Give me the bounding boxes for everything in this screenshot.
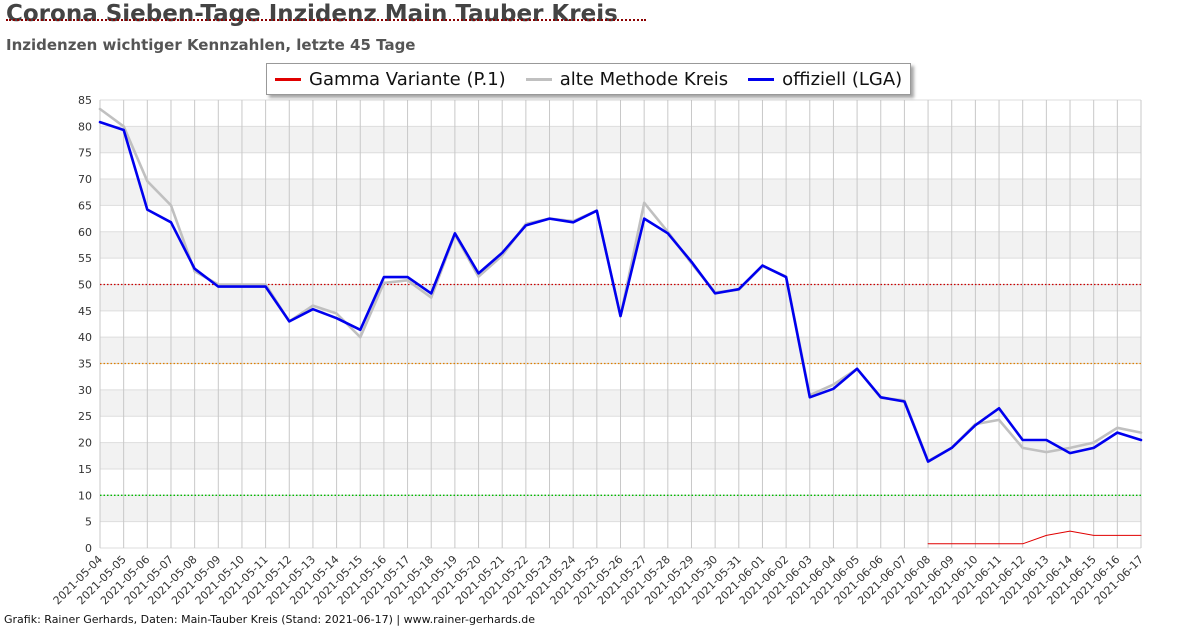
- y-tick-label: 40: [78, 331, 92, 344]
- y-tick-label: 35: [78, 358, 92, 371]
- series-line-gamma: [927, 530, 1142, 545]
- legend-item-gamma: Gamma Variante (P.1): [275, 69, 506, 90]
- chart-legend: Gamma Variante (P.1) alte Methode Kreis …: [266, 63, 912, 95]
- y-tick-label: 20: [78, 437, 92, 450]
- legend-label-alte-methode: alte Methode Kreis: [559, 68, 729, 90]
- y-tick-label: 70: [78, 173, 92, 186]
- legend-swatch-alte-methode: [525, 77, 552, 81]
- y-tick-label: 60: [78, 226, 92, 239]
- legend-label-offiziell: offiziell (LGA): [782, 68, 903, 90]
- y-tick-label: 25: [78, 410, 92, 423]
- chart-title: Corona Sieben-Tage Inzidenz Main Tauber …: [6, 1, 618, 27]
- y-tick-label: 85: [78, 94, 92, 107]
- y-tick-label: 75: [78, 147, 92, 160]
- y-tick-label: 50: [78, 278, 92, 291]
- y-tick-label: 15: [78, 463, 92, 476]
- series-line-offiziell: [98, 120, 1143, 463]
- legend-label-gamma: Gamma Variante (P.1): [309, 68, 506, 90]
- chart-subtitle: Inzidenzen wichtiger Kennzahlen, letzte …: [6, 36, 416, 54]
- y-tick-label: 30: [78, 384, 92, 397]
- y-tick-label: 10: [78, 489, 92, 502]
- legend-item-alte-methode: alte Methode Kreis: [525, 68, 729, 90]
- title-underline: [6, 19, 646, 21]
- y-tick-label: 5: [85, 516, 92, 529]
- legend-swatch-gamma: [275, 77, 301, 81]
- y-tick-label: 0: [85, 542, 92, 555]
- y-tick-label: 55: [78, 252, 92, 265]
- y-tick-label: 45: [78, 305, 92, 318]
- legend-item-offiziell: offiziell (LGA): [748, 69, 902, 90]
- footer-credit: Grafik: Rainer Gerhards, Daten: Main-Tau…: [4, 613, 536, 626]
- legend-swatch-offiziell: [748, 77, 775, 81]
- y-tick-label: 80: [78, 120, 92, 133]
- y-tick-label: 65: [78, 199, 92, 212]
